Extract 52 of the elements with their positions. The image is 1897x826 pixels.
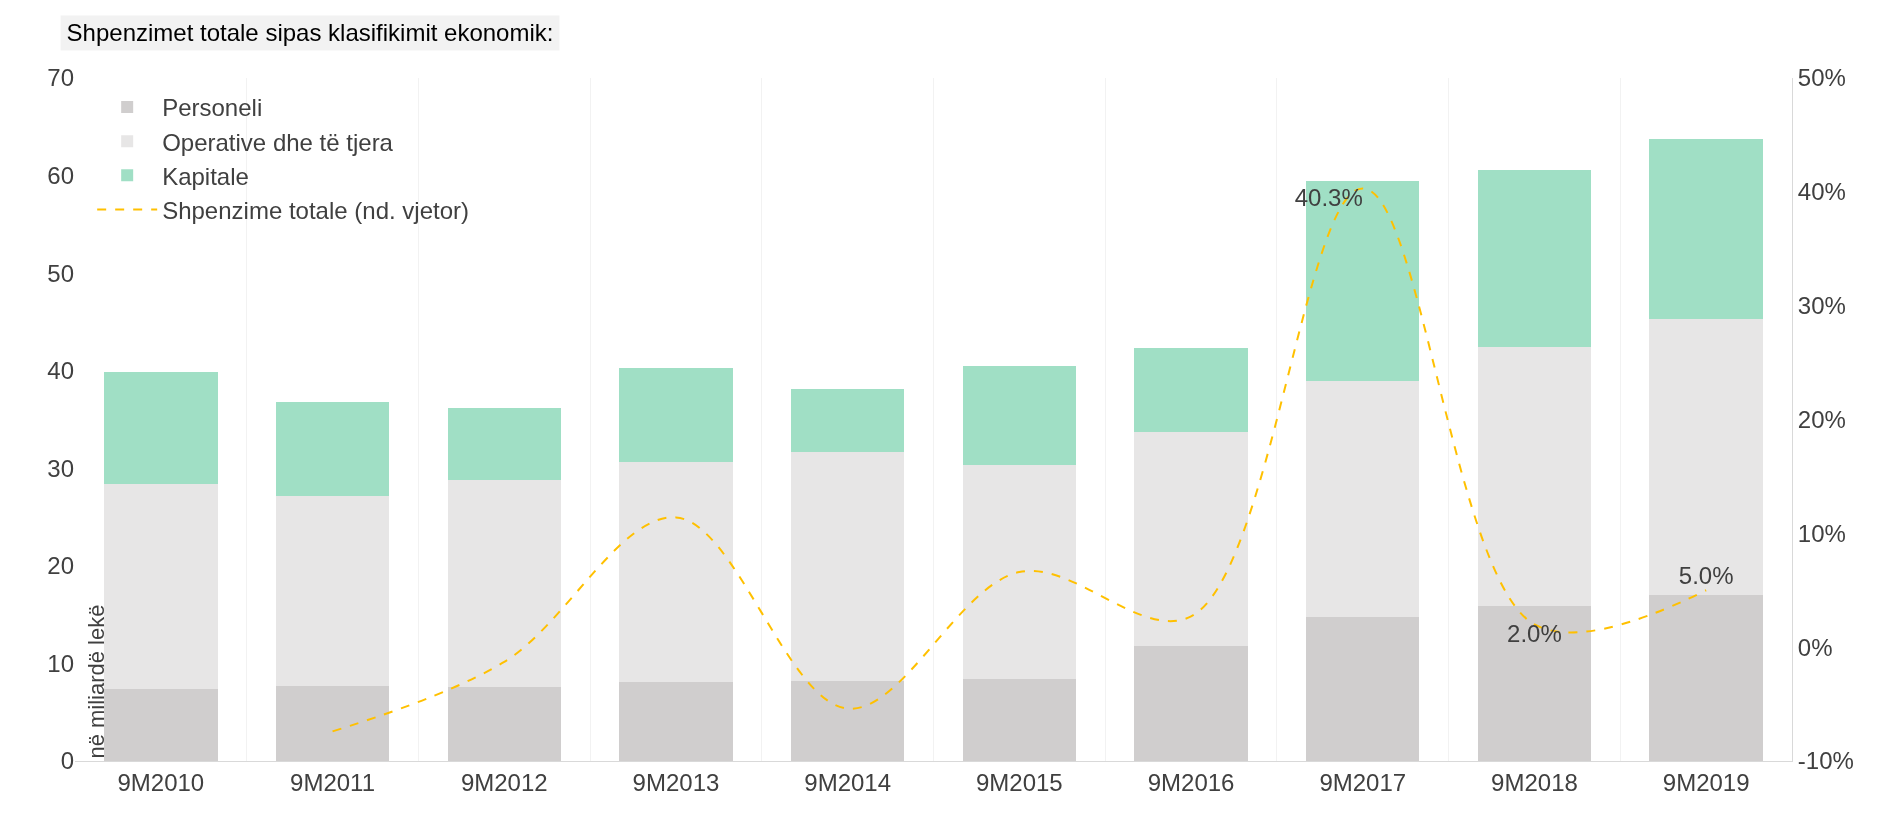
y-tick-label: 20 xyxy=(47,552,74,580)
bar xyxy=(1306,381,1420,617)
y-tick-label: 50 xyxy=(47,259,74,287)
x-tick-label: 9M2014 xyxy=(804,768,892,796)
y-tick-label: 30 xyxy=(47,454,74,482)
x-tick-label: 9M2011 xyxy=(290,768,376,796)
y2-tick-label: 50% xyxy=(1797,64,1846,92)
y2-tick-label: 0% xyxy=(1797,633,1833,661)
bar xyxy=(962,465,1077,680)
x-tick-label: 9M2017 xyxy=(1319,768,1407,796)
bar xyxy=(790,389,905,452)
bar xyxy=(447,479,561,687)
bar xyxy=(1477,347,1592,606)
bar xyxy=(104,371,218,484)
legend-label: Shpenzime totale (nd. vjetor) xyxy=(162,196,469,224)
y2-tick-label: 40% xyxy=(1797,178,1846,206)
bar xyxy=(790,451,905,681)
x-tick-label: 9M2018 xyxy=(1491,768,1578,796)
bar xyxy=(447,407,561,480)
bar xyxy=(275,401,390,496)
y-tick-label: 0 xyxy=(60,747,74,775)
x-tick-label: 9M2013 xyxy=(632,768,720,796)
x-tick-label: 9M2016 xyxy=(1147,768,1235,796)
y2-tick-label: 10% xyxy=(1797,519,1846,547)
bar xyxy=(619,462,733,682)
y-tick-label: 60 xyxy=(47,161,74,189)
x-tick-label: 9M2012 xyxy=(460,768,548,796)
bar xyxy=(962,365,1077,466)
x-tick-label: 9M2019 xyxy=(1662,768,1750,796)
legend-label: Personeli xyxy=(162,94,263,122)
y-tick-label: 10 xyxy=(47,649,74,677)
y2-tick-label: 20% xyxy=(1797,405,1846,433)
legend-label: Operative dhe të tjera xyxy=(162,128,394,156)
y-tick-label: 40 xyxy=(47,357,74,385)
x-tick-label: 9M2015 xyxy=(975,768,1063,796)
bar xyxy=(619,367,733,463)
bar xyxy=(1134,432,1248,646)
y-axis-title: në miliardë lekë xyxy=(83,604,109,759)
y-tick-label: 70 xyxy=(47,64,74,92)
legend-label: Kapitale xyxy=(162,162,249,190)
bar xyxy=(104,483,218,689)
chart-title: Shpenzimet totale sipas klasifikimit ekonomik: xyxy=(66,19,554,47)
bar xyxy=(275,495,390,686)
bar xyxy=(1134,348,1248,433)
bar xyxy=(1477,169,1592,348)
x-tick-label: 9M2010 xyxy=(117,768,205,796)
data-label: 2.0% xyxy=(1507,620,1562,648)
y2-tick-label: 30% xyxy=(1797,292,1846,320)
data-label: 5.0% xyxy=(1678,562,1734,590)
bar xyxy=(1649,319,1763,596)
bar xyxy=(1649,139,1763,319)
y2-tick-label: -10% xyxy=(1797,747,1854,775)
